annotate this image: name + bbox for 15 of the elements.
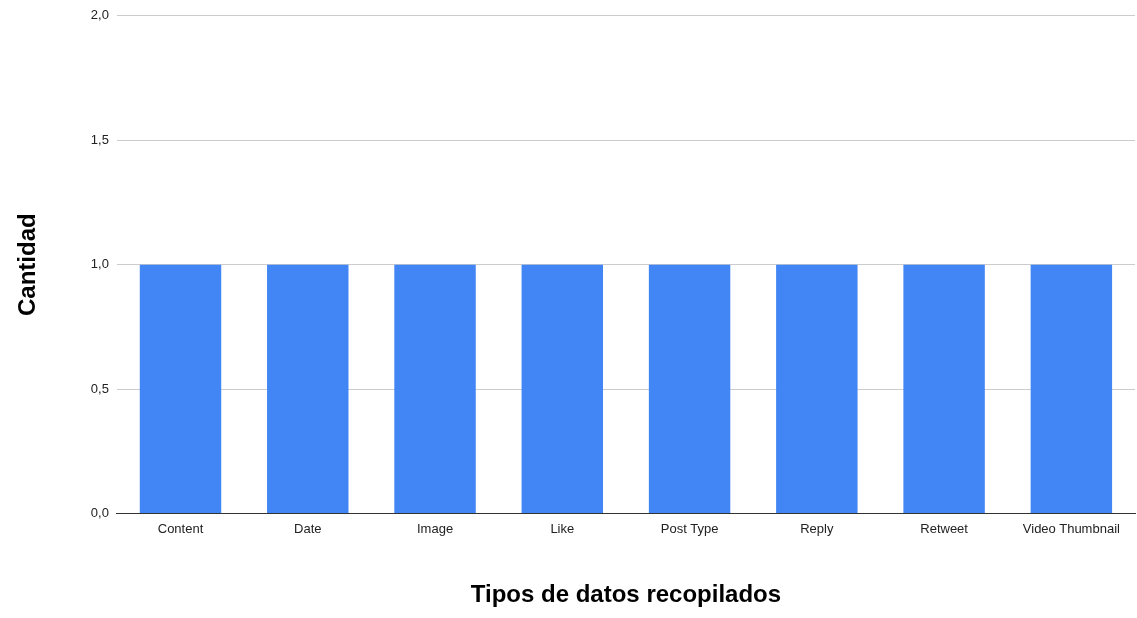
x-tick-label: Image xyxy=(416,520,454,536)
y-axis-title: Cantidad xyxy=(13,213,41,317)
y-tick-label: 2,0 xyxy=(90,7,109,23)
x-tick-label: Like xyxy=(550,520,575,536)
x-tick-label: Date xyxy=(294,520,322,536)
x-tick-label: Post Type xyxy=(660,520,719,536)
x-axis-title: Tipos de datos recopilados xyxy=(470,580,782,608)
x-tick-label: Retweet xyxy=(920,520,969,536)
y-tick-label: 0,0 xyxy=(90,505,109,521)
x-tick-label: Video Thumbnail xyxy=(1022,520,1121,536)
y-tick-label: 0,5 xyxy=(90,380,109,396)
y-tick-label: 1,5 xyxy=(90,131,109,147)
x-tick-label: Reply xyxy=(800,520,834,536)
x-tick-label: Content xyxy=(157,520,204,536)
y-tick-label: 1,0 xyxy=(90,256,109,272)
